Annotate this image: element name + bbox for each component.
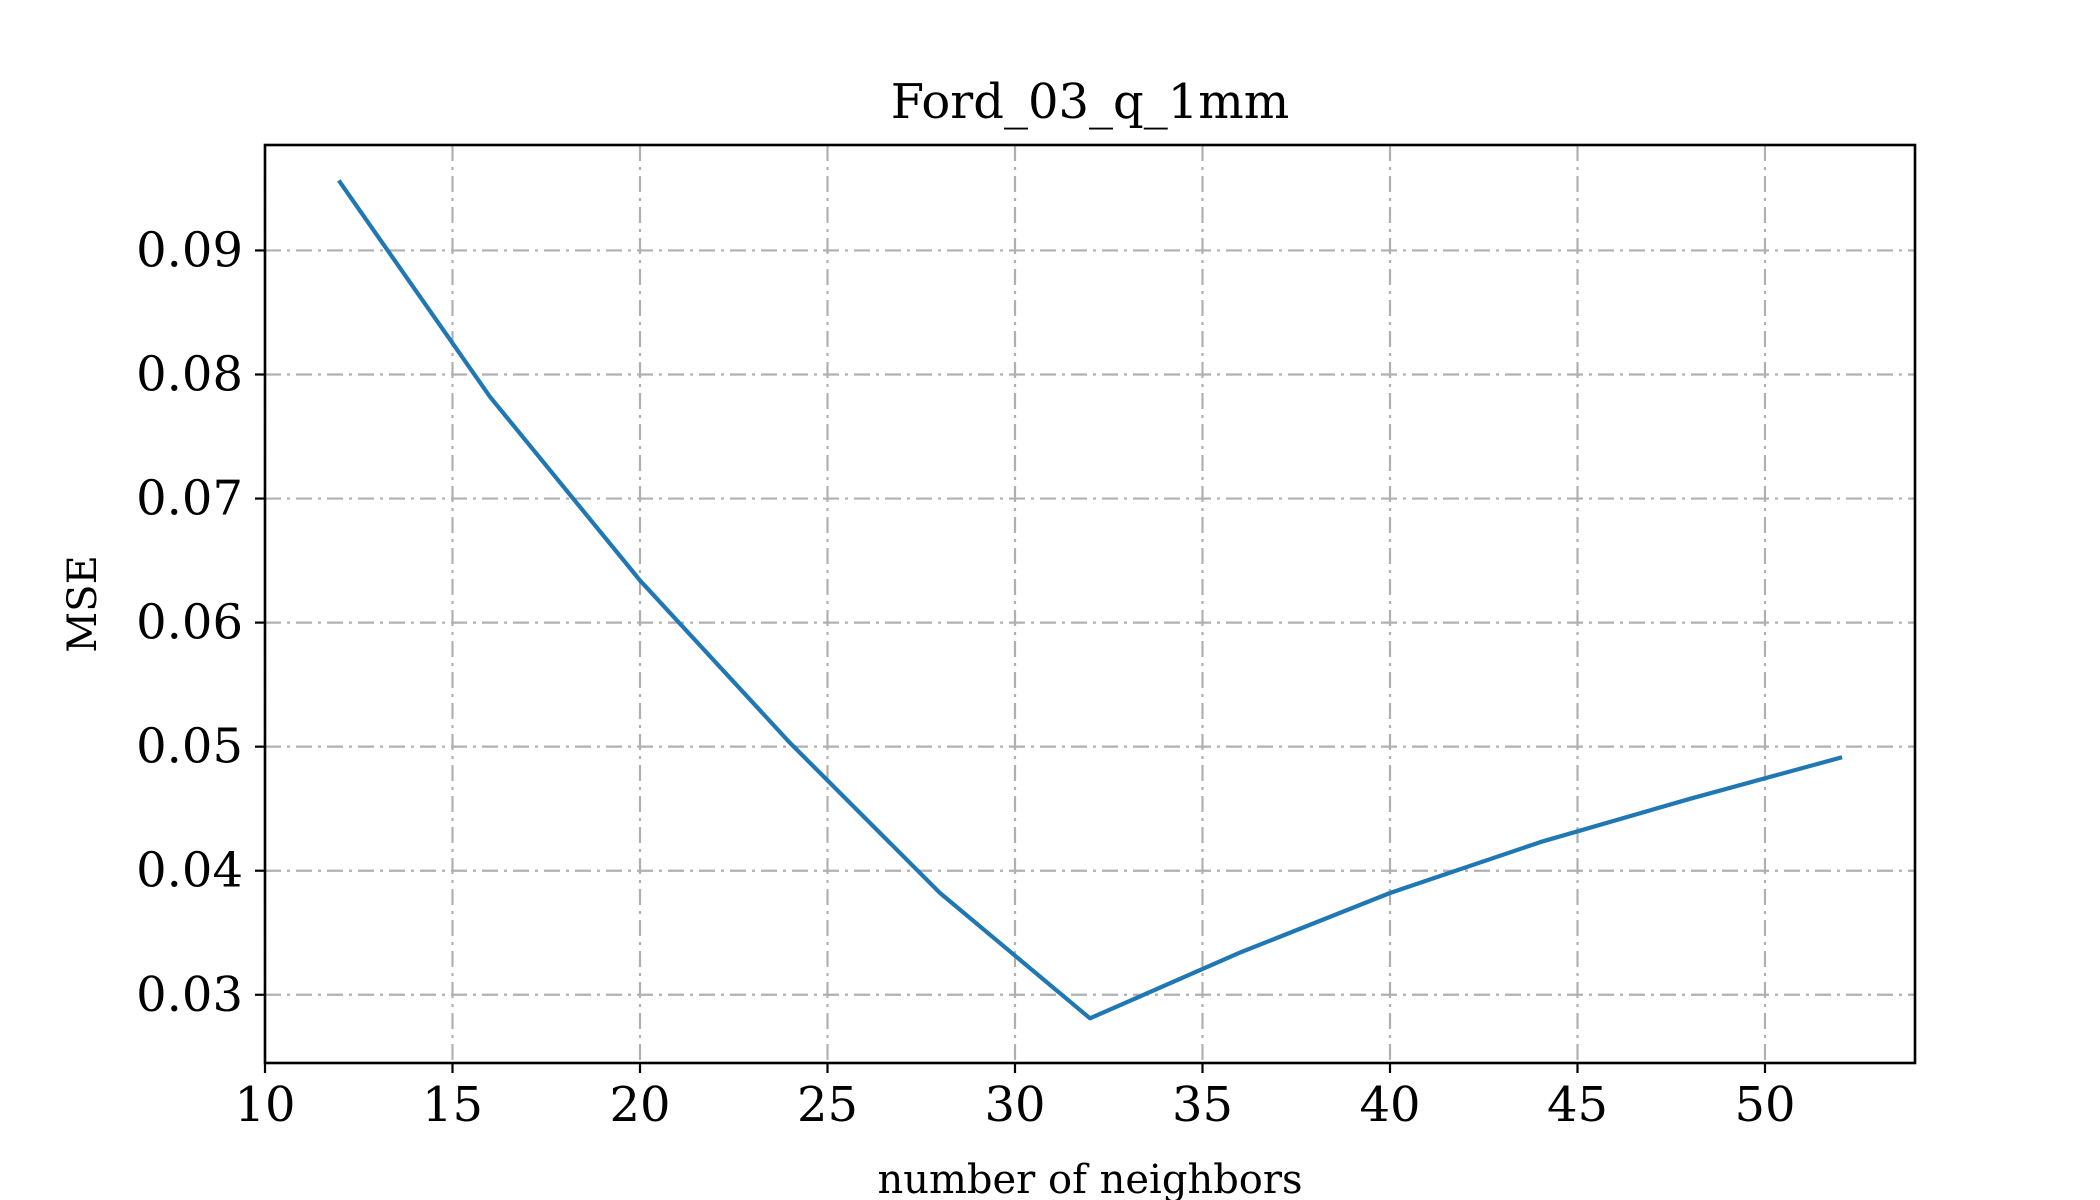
x-tick-label: 40	[1359, 1077, 1420, 1133]
y-tick-label: 0.05	[136, 719, 243, 775]
y-tick-label: 0.08	[136, 347, 243, 403]
y-tick-label: 0.09	[136, 222, 243, 278]
x-tick-label: 15	[422, 1077, 483, 1133]
y-tick-label: 0.07	[136, 471, 243, 527]
series-layer	[337, 179, 1843, 1021]
y-tick-label: 0.06	[136, 595, 243, 651]
x-tick-label: 30	[984, 1077, 1045, 1133]
plot-frame	[263, 143, 1917, 1065]
x-tick-label: 25	[797, 1077, 858, 1133]
y-tick-label: 0.03	[136, 967, 243, 1023]
labels: Ford_03_q_1mm number of neighbors MSE	[60, 74, 1303, 1200]
y-axis-label: MSE	[60, 555, 106, 653]
grid	[263, 145, 1915, 1063]
series-line	[337, 179, 1843, 1021]
ticks: 10 15 20 25 30 35 40 45 50 0.03 0.04 0.05 0.06 0.07 0.…	[136, 222, 1795, 1133]
x-tick-label: 35	[1172, 1077, 1233, 1133]
x-tick-label: 20	[609, 1077, 670, 1133]
x-tick-label: 50	[1734, 1077, 1795, 1133]
y-tick-label: 0.04	[136, 843, 243, 899]
x-axis-label: number of neighbors	[877, 1157, 1302, 1200]
x-tick-label: 45	[1547, 1077, 1608, 1133]
chart-title: Ford_03_q_1mm	[891, 74, 1290, 130]
x-tick-label: 10	[234, 1077, 295, 1133]
